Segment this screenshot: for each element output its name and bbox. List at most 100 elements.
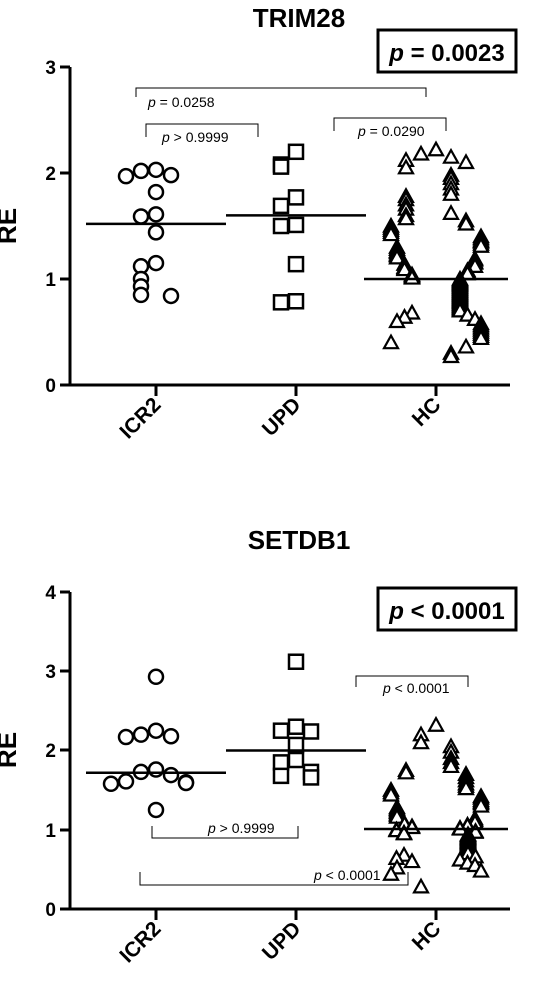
data-point-triangle-hc	[457, 214, 475, 231]
data-point-triangle-hc	[442, 147, 460, 164]
chart-title: SETDB1	[248, 525, 351, 555]
data-point-triangle-hc	[403, 268, 421, 285]
data-point-circle-icr2	[102, 775, 120, 793]
data-marks	[86, 140, 508, 364]
comparison-p-value: p > 0.9999	[161, 129, 229, 145]
y-tick-label: 3	[45, 58, 56, 79]
data-point-triangle-hc	[442, 347, 460, 364]
data-point-triangle-hc	[442, 204, 460, 220]
data-point-square-upd	[287, 255, 305, 273]
data-point-square-upd	[272, 754, 290, 771]
data-point-triangle-hc	[472, 329, 490, 346]
x-category-label: ICR2	[115, 393, 165, 443]
data-point-square-upd	[272, 197, 290, 215]
y-tick-label: 3	[45, 662, 56, 683]
data-point-circle-icr2	[162, 287, 180, 305]
data-point-triangle-hc	[412, 144, 430, 161]
data-point-triangle-hc	[442, 757, 460, 774]
data-point-square-upd	[302, 769, 320, 786]
comparison-p-value: p > 0.9999	[207, 820, 275, 836]
y-tick-label: 1	[45, 270, 56, 291]
data-point-triangle-hc	[388, 248, 406, 265]
x-category-label: UPD	[258, 917, 306, 965]
data-point-triangle-hc	[442, 184, 460, 201]
data-point-circle-icr2	[147, 761, 165, 778]
data-point-circle-icr2	[147, 183, 165, 201]
overall-p-value: p = 0.0023	[388, 40, 504, 67]
overall-p-box	[376, 28, 518, 74]
comparison-bracket	[333, 117, 447, 131]
data-point-circle-icr2	[162, 766, 180, 784]
x-category-label: ICR2	[115, 917, 165, 967]
data-point-triangle-hc	[412, 877, 430, 894]
y-axis-label: RE	[0, 208, 22, 244]
comparison-bracket	[355, 675, 469, 687]
data-point-square-upd	[287, 653, 305, 670]
data-point-triangle-hc	[397, 158, 415, 175]
data-point-square-upd	[272, 767, 290, 785]
data-point-triangle-hc	[427, 715, 445, 732]
y-tick-label: 2	[45, 741, 56, 762]
data-point-triangle-hc	[395, 824, 413, 841]
comparison-bracket	[139, 872, 409, 886]
data-point-circle-icr2	[132, 726, 150, 743]
data-point-triangle-hc	[472, 236, 490, 253]
comparison-p-value: p < 0.0001	[313, 867, 381, 883]
comparison-p-value: p = 0.0290	[357, 123, 425, 139]
data-point-circle-icr2	[147, 722, 165, 739]
data-point-circle-icr2	[162, 727, 180, 745]
comparison-bracket	[135, 87, 427, 97]
data-point-square-upd	[287, 143, 305, 161]
panel-trim28: TRIM28 p = 0.0023 RE 0 1 2 3 ICR2 UPD HC…	[0, 3, 518, 443]
data-point-triangle-hc	[388, 312, 406, 329]
data-point-circle-icr2	[147, 206, 165, 223]
y-tick-label: 0	[45, 900, 56, 921]
data-point-square-upd	[287, 189, 305, 206]
data-point-triangle-hc	[382, 225, 400, 242]
y-axis-label: RE	[0, 732, 22, 768]
comparison-p-value: p < 0.0001	[382, 680, 450, 696]
data-point-triangle-hc	[457, 337, 475, 354]
data-point-triangle-hc	[395, 260, 414, 277]
data-point-circle-icr2	[132, 162, 150, 180]
data-point-triangle-hc	[427, 140, 445, 157]
data-point-triangle-hc	[403, 852, 421, 869]
data-point-square-upd	[272, 158, 290, 175]
data-point-circle-icr2	[147, 161, 165, 179]
y-tick-label: 0	[45, 376, 56, 397]
data-point-triangle-hc	[382, 333, 400, 350]
data-point-square-upd	[302, 723, 320, 740]
data-marks	[86, 653, 508, 894]
x-category-label: HC	[408, 917, 446, 955]
data-point-triangle-hc	[457, 153, 475, 170]
data-point-square-upd	[272, 294, 290, 311]
chart-title: TRIM28	[253, 3, 345, 33]
data-point-circle-icr2	[177, 774, 195, 792]
data-point-circle-icr2	[132, 286, 150, 304]
y-tick-label: 1	[45, 821, 56, 842]
data-point-circle-icr2	[162, 166, 180, 184]
data-point-triangle-hc	[397, 209, 415, 226]
data-point-circle-icr2	[117, 728, 135, 746]
data-point-square-upd	[272, 722, 290, 739]
data-point-square-upd	[287, 751, 305, 769]
data-point-square-upd	[287, 216, 305, 234]
comparison-bracket	[151, 826, 299, 839]
comparison-bracket	[145, 123, 259, 137]
data-point-triangle-hc	[472, 861, 490, 878]
data-point-square-upd	[287, 718, 305, 735]
data-point-circle-icr2	[147, 224, 165, 241]
x-category-label: UPD	[258, 393, 306, 441]
overall-p-box	[376, 586, 518, 632]
data-point-square-upd	[287, 293, 305, 310]
x-category-label: HC	[408, 393, 446, 431]
data-point-circle-icr2	[147, 254, 165, 272]
data-point-circle-icr2	[147, 668, 165, 686]
data-point-circle-icr2	[117, 773, 135, 790]
data-point-triangle-hc	[397, 763, 415, 780]
data-point-circle-icr2	[117, 167, 135, 185]
data-point-triangle-hc	[472, 796, 490, 813]
data-point-triangle-hc	[457, 779, 475, 796]
data-point-triangle-hc	[382, 864, 400, 881]
